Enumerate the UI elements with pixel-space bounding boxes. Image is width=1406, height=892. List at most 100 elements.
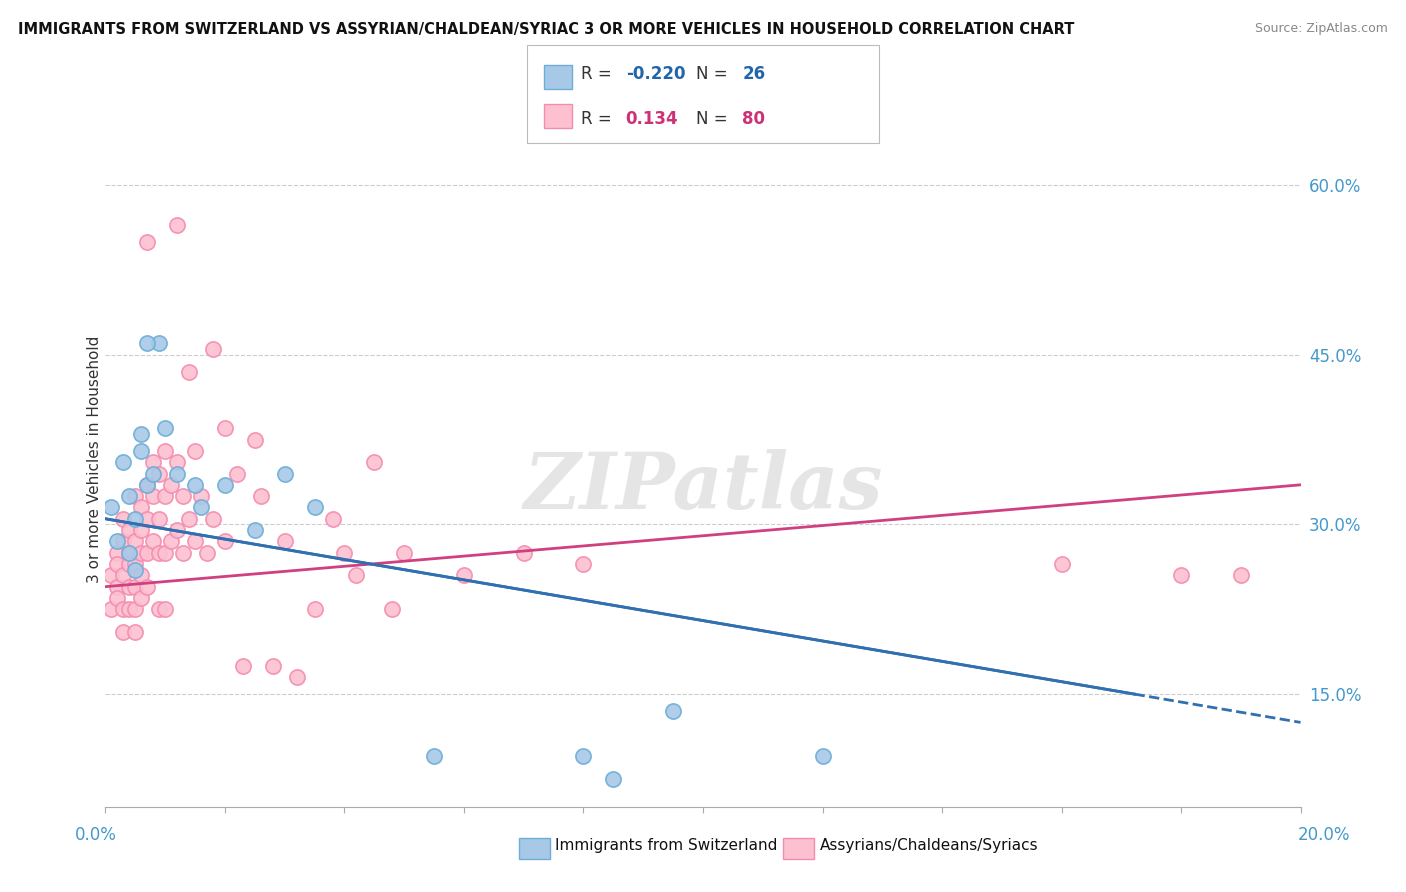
- Point: [160, 478, 183, 492]
- Point: [155, 421, 177, 435]
- Point: [129, 443, 153, 458]
- Point: [177, 512, 201, 526]
- Point: [190, 500, 212, 515]
- Point: [166, 218, 188, 232]
- Point: [118, 557, 141, 571]
- Point: [148, 546, 170, 560]
- Point: [202, 342, 225, 356]
- Point: [148, 336, 170, 351]
- Text: R =: R =: [581, 110, 621, 128]
- Point: [142, 534, 165, 549]
- Point: [100, 602, 122, 616]
- Point: [124, 624, 146, 639]
- Point: [155, 443, 177, 458]
- Point: [112, 602, 135, 616]
- Point: [160, 534, 183, 549]
- Point: [811, 749, 834, 764]
- Text: IMMIGRANTS FROM SWITZERLAND VS ASSYRIAN/CHALDEAN/SYRIAC 3 OR MORE VEHICLES IN HO: IMMIGRANTS FROM SWITZERLAND VS ASSYRIAN/…: [18, 22, 1074, 37]
- Point: [107, 546, 129, 560]
- Point: [304, 500, 326, 515]
- Point: [118, 546, 141, 560]
- Point: [124, 563, 146, 577]
- Point: [112, 568, 135, 582]
- Point: [243, 433, 266, 447]
- Point: [513, 546, 536, 560]
- Text: Source: ZipAtlas.com: Source: ZipAtlas.com: [1254, 22, 1388, 36]
- Point: [214, 534, 236, 549]
- Point: [195, 546, 218, 560]
- Point: [148, 512, 170, 526]
- Point: [129, 568, 153, 582]
- Text: Assyrians/Chaldeans/Syriacs: Assyrians/Chaldeans/Syriacs: [820, 838, 1038, 853]
- Point: [166, 467, 188, 481]
- Point: [107, 534, 129, 549]
- Point: [423, 749, 446, 764]
- Point: [273, 467, 295, 481]
- Point: [148, 602, 170, 616]
- Point: [118, 580, 141, 594]
- Point: [250, 489, 273, 503]
- Point: [172, 546, 194, 560]
- Point: [107, 591, 129, 605]
- Point: [381, 602, 404, 616]
- Point: [184, 443, 207, 458]
- Point: [602, 772, 624, 786]
- Text: N =: N =: [696, 65, 733, 83]
- Point: [136, 512, 159, 526]
- Point: [166, 523, 188, 537]
- Point: [129, 523, 153, 537]
- Point: [100, 568, 122, 582]
- Text: R =: R =: [581, 65, 617, 83]
- Point: [118, 523, 141, 537]
- Point: [129, 546, 153, 560]
- Point: [124, 602, 146, 616]
- Point: [453, 568, 475, 582]
- Point: [112, 455, 135, 469]
- Point: [572, 557, 595, 571]
- Point: [1170, 568, 1192, 582]
- Point: [136, 336, 159, 351]
- Point: [304, 602, 326, 616]
- Point: [214, 421, 236, 435]
- Point: [142, 489, 165, 503]
- Point: [124, 557, 146, 571]
- Point: [202, 512, 225, 526]
- Point: [107, 580, 129, 594]
- Point: [136, 235, 159, 249]
- Point: [142, 467, 165, 481]
- Point: [394, 546, 416, 560]
- Point: [1229, 568, 1253, 582]
- Point: [124, 580, 146, 594]
- Point: [118, 602, 141, 616]
- Point: [136, 546, 159, 560]
- Point: [148, 467, 170, 481]
- Point: [136, 478, 159, 492]
- Point: [184, 534, 207, 549]
- Text: -0.220: -0.220: [626, 65, 685, 83]
- Point: [129, 500, 153, 515]
- Point: [166, 455, 188, 469]
- Y-axis label: 3 or more Vehicles in Household: 3 or more Vehicles in Household: [87, 335, 101, 583]
- Point: [321, 512, 344, 526]
- Point: [112, 534, 135, 549]
- Text: 20.0%: 20.0%: [1298, 826, 1351, 844]
- Point: [1050, 557, 1073, 571]
- Point: [363, 455, 385, 469]
- Point: [107, 557, 129, 571]
- Point: [136, 478, 159, 492]
- Point: [214, 478, 236, 492]
- Text: ZIPatlas: ZIPatlas: [523, 449, 883, 525]
- Point: [155, 602, 177, 616]
- Point: [273, 534, 295, 549]
- Point: [243, 523, 266, 537]
- Point: [112, 512, 135, 526]
- Point: [142, 455, 165, 469]
- Point: [285, 670, 308, 684]
- Point: [124, 534, 146, 549]
- Point: [155, 546, 177, 560]
- Point: [136, 580, 159, 594]
- Point: [333, 546, 356, 560]
- Text: 0.0%: 0.0%: [75, 826, 117, 844]
- Point: [100, 500, 122, 515]
- Point: [346, 568, 368, 582]
